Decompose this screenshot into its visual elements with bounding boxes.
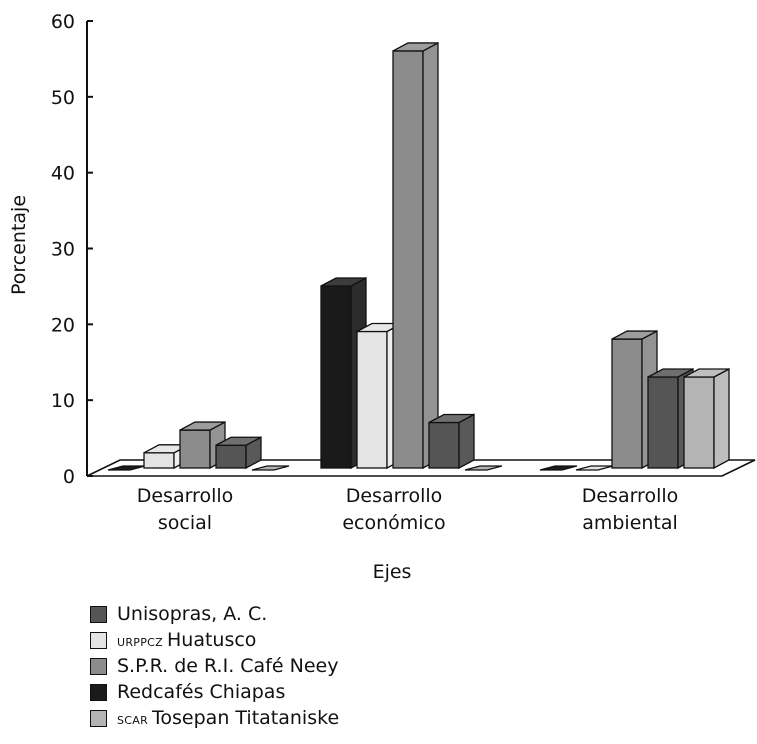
legend-label: Unisopras, A. C. — [117, 603, 267, 625]
legend-text: Redcafés Chiapas — [117, 681, 286, 703]
bar-top-face — [251, 465, 290, 471]
y-tick-label: 60 — [51, 11, 75, 33]
bar-top-face — [392, 42, 439, 52]
legend-prefix: URPPCZ — [117, 636, 163, 649]
bar-top-face — [683, 368, 730, 378]
legend-item: S.P.R. de R.I. Café Neey — [90, 653, 339, 679]
y-tick-label: 50 — [51, 87, 75, 109]
bar-front-face — [356, 330, 388, 469]
bar-front-face — [215, 444, 247, 469]
bar-top-face — [215, 436, 262, 446]
legend-swatch — [90, 631, 107, 649]
y-axis-label: Porcentaje — [8, 195, 30, 295]
bar-top-face — [539, 465, 578, 471]
legend-text: Huatusco — [166, 629, 257, 651]
bar — [428, 413, 475, 470]
bar-front-face — [392, 50, 424, 469]
y-axis: 0 10 20 30 40 50 60 — [51, 11, 93, 488]
legend-swatch — [90, 683, 107, 701]
y-tick-label: 10 — [51, 390, 75, 412]
x-axis-label: Ejes — [373, 561, 412, 583]
bar-side-face — [713, 367, 730, 470]
bar-front-face — [179, 429, 211, 469]
category-label: Desarrollo — [346, 485, 443, 507]
category-label: Desarrollo — [137, 485, 234, 507]
bar — [392, 41, 439, 470]
category-label: económico — [342, 512, 445, 534]
y-tick-label: 40 — [51, 163, 75, 185]
bar-top-face — [464, 465, 503, 471]
bar — [683, 367, 730, 470]
category-label: social — [158, 512, 212, 534]
legend-item: SCAR Tosepan Titataniske — [90, 705, 339, 731]
bar-top-face — [320, 277, 367, 287]
bar-front-face — [428, 421, 460, 469]
bar-front-face — [683, 376, 715, 469]
legend-label: Redcafés Chiapas — [117, 681, 285, 703]
legend-text: Tosepan Titataniske — [152, 707, 340, 729]
bar-top-face — [647, 368, 694, 378]
legend-label: S.P.R. de R.I. Café Neey — [117, 655, 338, 677]
bar-top-face — [611, 330, 658, 340]
legend-swatch — [90, 605, 107, 623]
bar — [251, 465, 290, 471]
bar — [539, 465, 578, 471]
legend-item: Redcafés Chiapas — [90, 679, 339, 705]
y-tick-label: 30 — [51, 239, 75, 261]
category-labels: Desarrollo social Desarrollo económico Desar… — [137, 485, 679, 534]
legend-swatch — [90, 657, 107, 675]
legend-item: URPPCZ Huatusco — [90, 627, 339, 653]
bar-side-face — [458, 413, 475, 470]
legend-label: SCAR Tosepan Titataniske — [117, 707, 339, 729]
legend-label: URPPCZ Huatusco — [117, 629, 256, 651]
legend-swatch — [90, 709, 107, 727]
bar-top-face — [428, 413, 475, 424]
y-tick-label: 0 — [63, 466, 75, 488]
legend-item: Unisopras, A. C. — [90, 601, 339, 627]
category-label: ambiental — [582, 512, 678, 534]
legend: Unisopras, A. C. URPPCZ Huatusco S.P.R. de … — [90, 601, 339, 731]
bars — [107, 41, 730, 471]
y-tick-label: 20 — [51, 314, 75, 336]
bar-front-face — [647, 376, 679, 469]
bar — [215, 436, 262, 470]
bar-side-face — [422, 41, 439, 470]
bar-front-face — [143, 452, 175, 469]
legend-text: S.P.R. de R.I. Café Neey — [117, 655, 339, 677]
bar — [464, 465, 503, 471]
bar-front-face — [611, 338, 643, 469]
legend-text: Unisopras, A. C. — [117, 603, 268, 625]
bar-front-face — [320, 285, 352, 469]
legend-prefix: SCAR — [117, 714, 149, 727]
category-label: Desarrollo — [582, 485, 679, 507]
bar — [320, 276, 367, 470]
bar-top-face — [179, 421, 226, 431]
